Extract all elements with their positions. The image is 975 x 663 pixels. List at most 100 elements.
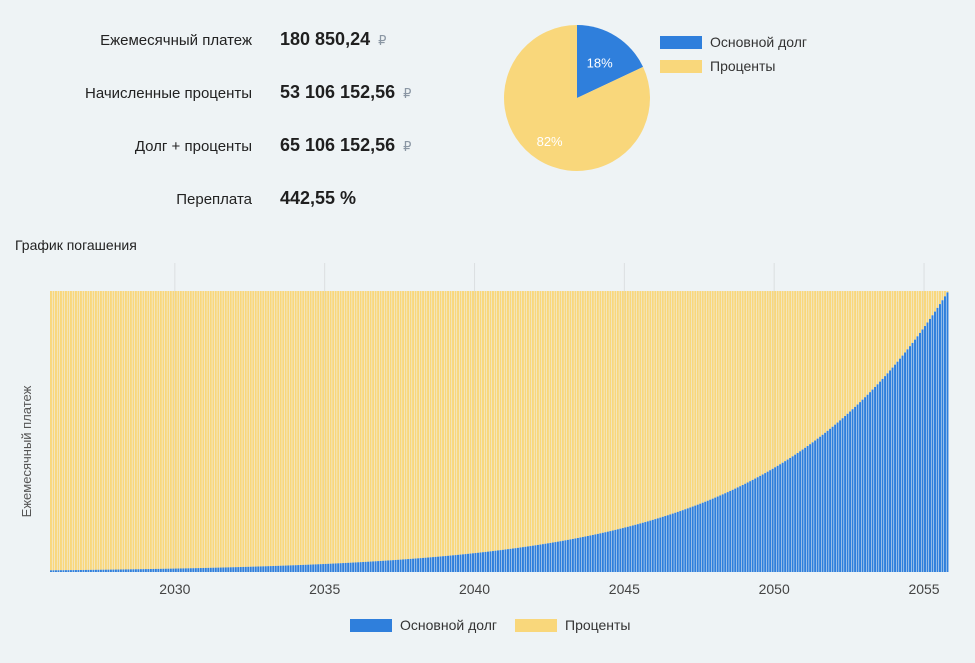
bar-principal[interactable]: [369, 561, 372, 572]
bar-interest[interactable]: [469, 291, 472, 554]
bar-principal[interactable]: [626, 526, 629, 572]
bar-interest[interactable]: [104, 291, 107, 570]
bar-interest[interactable]: [541, 291, 544, 545]
bar-interest[interactable]: [639, 291, 642, 524]
bar-principal[interactable]: [941, 300, 944, 572]
bar-interest[interactable]: [681, 291, 684, 511]
bar-principal[interactable]: [297, 565, 300, 572]
bar-interest[interactable]: [861, 291, 864, 400]
bar-interest[interactable]: [432, 291, 435, 558]
bar-interest[interactable]: [896, 291, 899, 362]
bar-principal[interactable]: [454, 555, 457, 572]
bar-interest[interactable]: [339, 291, 342, 564]
bar-principal[interactable]: [856, 404, 859, 572]
bar-interest[interactable]: [846, 291, 849, 414]
bar-principal[interactable]: [689, 507, 692, 572]
bar-interest[interactable]: [919, 291, 921, 333]
bar-principal[interactable]: [184, 568, 187, 572]
bar-principal[interactable]: [881, 378, 884, 572]
bar-principal[interactable]: [656, 518, 659, 572]
bar-principal[interactable]: [334, 563, 337, 572]
bar-principal[interactable]: [746, 482, 749, 572]
bar-principal[interactable]: [696, 504, 699, 572]
bar-principal[interactable]: [309, 564, 312, 572]
bar-interest[interactable]: [414, 291, 417, 559]
bar-principal[interactable]: [791, 456, 794, 572]
bar-principal[interactable]: [274, 565, 277, 572]
bar-principal[interactable]: [584, 536, 587, 572]
bar-interest[interactable]: [142, 291, 145, 570]
bar-interest[interactable]: [382, 291, 385, 561]
bar-interest[interactable]: [661, 291, 664, 517]
bar-interest[interactable]: [267, 291, 270, 567]
bar-principal[interactable]: [112, 569, 115, 572]
bar-interest[interactable]: [571, 291, 574, 539]
bar-principal[interactable]: [644, 522, 647, 572]
bar-interest[interactable]: [162, 291, 165, 569]
bar-interest[interactable]: [164, 291, 167, 569]
bar-principal[interactable]: [249, 566, 252, 572]
bar-principal[interactable]: [349, 562, 352, 572]
bar-interest[interactable]: [736, 291, 739, 488]
bar-interest[interactable]: [779, 291, 782, 465]
bar-principal[interactable]: [646, 521, 649, 572]
bar-interest[interactable]: [99, 291, 102, 570]
bar-interest[interactable]: [379, 291, 382, 561]
bar-interest[interactable]: [754, 291, 757, 479]
bar-principal[interactable]: [559, 541, 562, 572]
bar-interest[interactable]: [901, 291, 904, 356]
bar-principal[interactable]: [561, 540, 564, 572]
bar-interest[interactable]: [184, 291, 187, 569]
bar-principal[interactable]: [94, 569, 97, 572]
bar-principal[interactable]: [399, 559, 402, 572]
bar-interest[interactable]: [766, 291, 769, 472]
bar-interest[interactable]: [586, 291, 589, 537]
bar-principal[interactable]: [724, 493, 727, 572]
bar-principal[interactable]: [591, 534, 594, 572]
bar-interest[interactable]: [122, 291, 125, 570]
bar-principal[interactable]: [704, 501, 707, 572]
bar-interest[interactable]: [262, 291, 265, 567]
bar-principal[interactable]: [676, 511, 679, 572]
bar-principal[interactable]: [926, 322, 929, 572]
bar-principal[interactable]: [409, 558, 412, 572]
bar-principal[interactable]: [179, 568, 182, 572]
bar-principal[interactable]: [67, 570, 70, 572]
bar-interest[interactable]: [551, 291, 554, 543]
bar-interest[interactable]: [54, 291, 57, 571]
chart-legend-item-interest[interactable]: Проценты: [515, 613, 631, 637]
bar-interest[interactable]: [706, 291, 709, 501]
bar-principal[interactable]: [62, 570, 65, 572]
bar-interest[interactable]: [614, 291, 617, 530]
bar-principal[interactable]: [312, 564, 315, 572]
bar-principal[interactable]: [514, 548, 517, 572]
bar-principal[interactable]: [337, 563, 340, 572]
bar-principal[interactable]: [576, 538, 579, 572]
bar-interest[interactable]: [332, 291, 335, 564]
pie-slice-interest[interactable]: [503, 25, 650, 171]
bar-principal[interactable]: [866, 394, 869, 572]
bar-principal[interactable]: [621, 528, 624, 572]
bar-principal[interactable]: [227, 567, 230, 572]
bar-principal[interactable]: [931, 315, 934, 572]
bar-interest[interactable]: [154, 291, 157, 569]
bar-principal[interactable]: [244, 566, 247, 572]
bar-principal[interactable]: [751, 479, 754, 572]
bar-principal[interactable]: [766, 471, 769, 572]
bar-principal[interactable]: [422, 557, 425, 572]
bar-interest[interactable]: [452, 291, 454, 556]
bar-interest[interactable]: [679, 291, 682, 512]
bar-principal[interactable]: [939, 304, 941, 572]
bar-principal[interactable]: [494, 550, 497, 572]
bar-principal[interactable]: [596, 533, 599, 572]
bar-principal[interactable]: [164, 568, 167, 572]
bar-interest[interactable]: [646, 291, 649, 522]
bar-principal[interactable]: [394, 559, 397, 572]
bar-principal[interactable]: [417, 558, 420, 572]
bar-principal[interactable]: [427, 557, 430, 572]
bar-interest[interactable]: [167, 291, 170, 569]
bar-interest[interactable]: [202, 291, 205, 568]
bar-interest[interactable]: [569, 291, 572, 540]
bar-principal[interactable]: [564, 540, 567, 572]
bar-principal[interactable]: [267, 566, 270, 572]
